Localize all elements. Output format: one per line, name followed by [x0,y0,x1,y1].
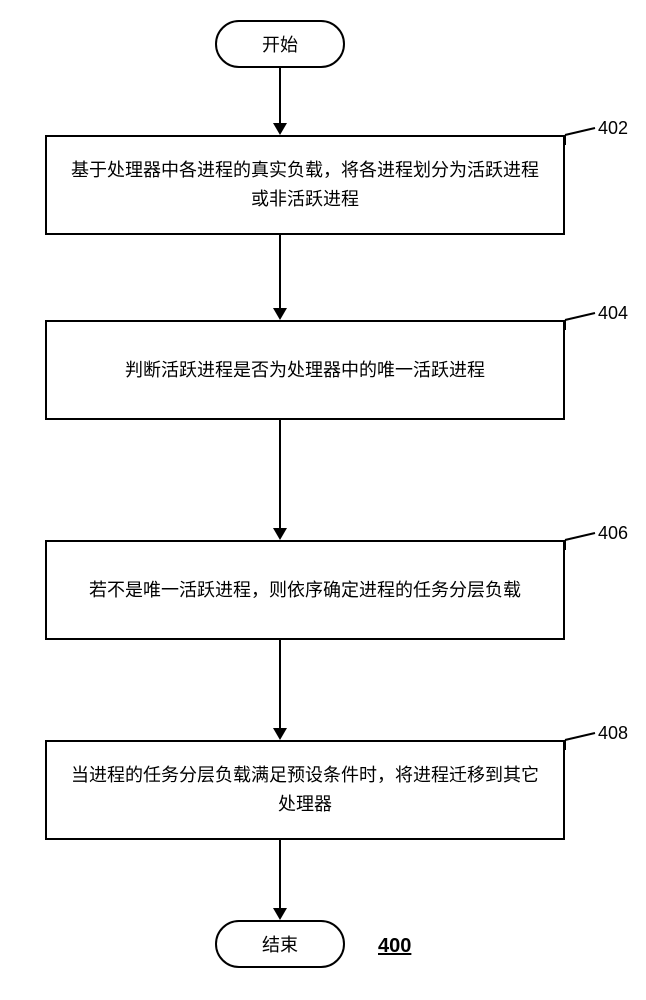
step-406: 若不是唯一活跃进程，则依序确定进程的任务分层负载 [45,540,565,640]
start-label: 开始 [262,31,298,57]
figure-label: 400 [378,935,411,958]
end-terminator: 结束 [215,920,345,968]
step-402-text: 基于处理器中各进程的真实负载，将各进程划分为活跃进程或非活跃进程 [65,156,545,214]
step-408-id: 408 [598,723,628,744]
step-408: 当进程的任务分层负载满足预设条件时，将进程迁移到其它处理器 [45,740,565,840]
step-404-id: 404 [598,303,628,324]
step-402: 基于处理器中各进程的真实负载，将各进程划分为活跃进程或非活跃进程 [45,135,565,235]
flowchart-canvas: 开始 结束 基于处理器中各进程的真实负载，将各进程划分为活跃进程或非活跃进程 4… [0,0,646,1000]
step-408-text: 当进程的任务分层负载满足预设条件时，将进程迁移到其它处理器 [65,761,545,819]
step-406-text: 若不是唯一活跃进程，则依序确定进程的任务分层负载 [89,576,521,605]
step-406-id: 406 [598,523,628,544]
step-404-text: 判断活跃进程是否为处理器中的唯一活跃进程 [125,356,485,385]
start-terminator: 开始 [215,20,345,68]
step-402-id: 402 [598,118,628,139]
step-404: 判断活跃进程是否为处理器中的唯一活跃进程 [45,320,565,420]
end-label: 结束 [262,931,298,957]
